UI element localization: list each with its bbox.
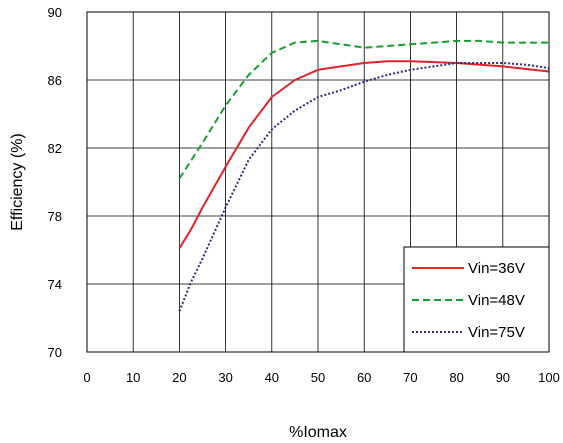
x-tick-label: 100 xyxy=(538,370,560,385)
x-tick-labels: 0 10 20 30 40 50 60 70 80 90 100 xyxy=(83,370,559,385)
x-tick-label: 60 xyxy=(357,370,371,385)
x-tick-label: 0 xyxy=(83,370,90,385)
x-tick-label: 10 xyxy=(126,370,140,385)
x-tick-label: 80 xyxy=(449,370,463,385)
y-axis-label: Efficiency (%) xyxy=(9,133,26,231)
x-tick-label: 20 xyxy=(172,370,186,385)
y-tick-label: 70 xyxy=(48,345,62,360)
y-tick-label: 90 xyxy=(48,5,62,20)
series-layer xyxy=(178,39,550,312)
series-line-1 xyxy=(178,60,550,249)
series-line-2 xyxy=(178,39,549,180)
y-tick-labels: 70 74 78 82 86 90 xyxy=(48,5,62,360)
y-tick-label: 82 xyxy=(48,141,62,156)
legend-label: Vin=75V xyxy=(468,324,525,341)
x-tick-label: 40 xyxy=(265,370,279,385)
x-tick-label: 50 xyxy=(311,370,325,385)
x-axis-label: %Iomax xyxy=(289,424,347,441)
y-tick-label: 78 xyxy=(48,209,62,224)
legend-label: Vin=36V xyxy=(468,260,525,277)
y-tick-label: 86 xyxy=(48,73,62,88)
legend-label: Vin=48V xyxy=(468,292,525,309)
series-line-3 xyxy=(178,62,550,312)
x-tick-label: 30 xyxy=(218,370,232,385)
y-tick-label: 74 xyxy=(48,277,62,292)
x-tick-label: 90 xyxy=(496,370,510,385)
plot-frame xyxy=(86,11,550,353)
legend: Vin=36V Vin=48V Vin=75V xyxy=(403,246,550,353)
x-tick-label: 70 xyxy=(403,370,417,385)
